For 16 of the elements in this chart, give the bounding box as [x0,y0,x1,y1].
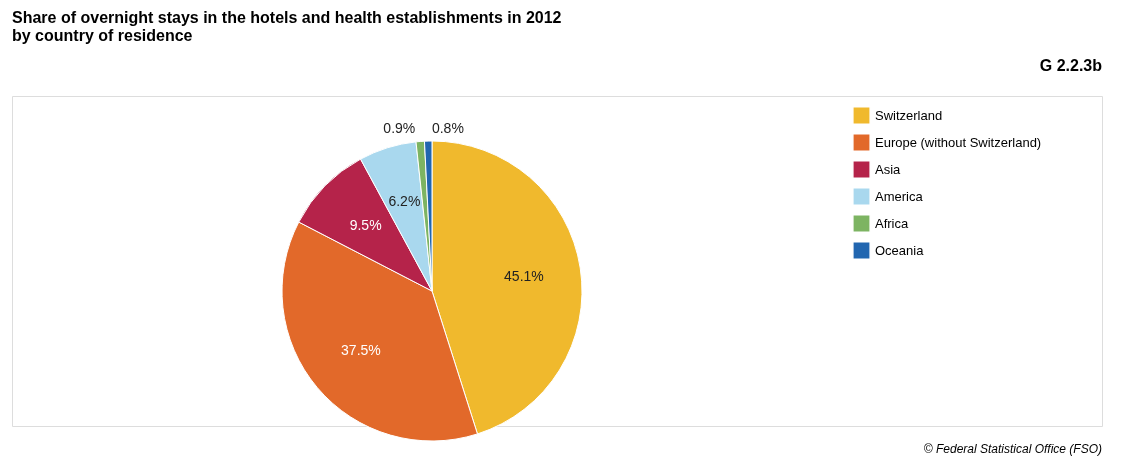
legend-label: Switzerland [875,107,943,123]
data-label: 0.8% [431,120,464,137]
legend-label: Asia [875,161,902,177]
data-label: 37.5% [341,341,381,358]
data-label: 6.2% [388,193,421,210]
legend-label: Oceania [875,242,925,258]
data-label: 45.1% [504,267,544,284]
legend-label: Africa [875,215,909,231]
text: by country of residence [12,27,193,44]
legend-label: America [875,188,924,204]
data-label: 0.9% [383,120,416,137]
data-label: 9.5% [349,216,382,233]
text: G 2.2.3b [1039,57,1103,74]
text: © Federal Statistical Office (FSO) [923,442,1102,456]
text: Share of overnight stays in the hotels and health establishments in 2012 [12,9,562,26]
legend-label: Europe (without Switzerland) [875,134,1042,150]
